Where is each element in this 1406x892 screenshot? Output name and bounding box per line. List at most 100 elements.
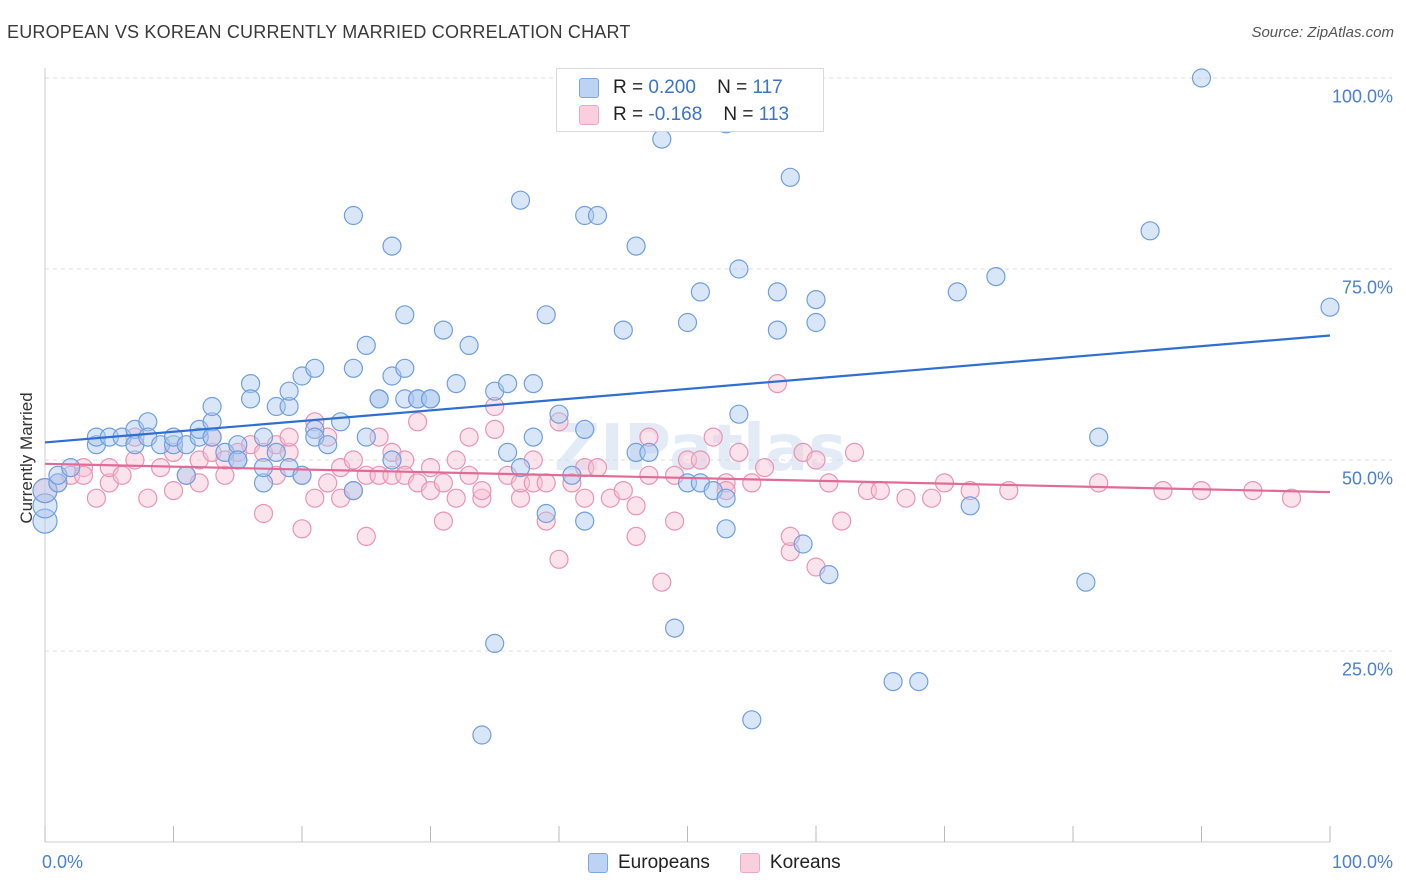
- european-point: [523, 374, 543, 394]
- european-point: [356, 427, 376, 447]
- european-point: [433, 320, 453, 340]
- korean-point: [767, 374, 788, 394]
- european-point: [716, 488, 736, 508]
- european-point: [909, 671, 929, 692]
- european-point: [510, 458, 531, 478]
- european-point: [459, 335, 479, 355]
- european-point: [292, 465, 312, 485]
- korean-point: [343, 450, 363, 470]
- legend-item-koreans: Koreans: [739, 852, 841, 874]
- european-point: [806, 312, 826, 333]
- y-tick-label: 100.0%: [1331, 86, 1393, 107]
- korean-point: [433, 473, 453, 493]
- european-point: [382, 450, 402, 470]
- korean-point: [459, 465, 479, 485]
- korean-point: [690, 450, 711, 470]
- trend-lines: [44, 334, 1331, 494]
- european-point: [729, 404, 749, 424]
- european-point: [48, 473, 68, 493]
- chart-title: EUROPEAN VS KOREAN CURRENTLY MARRIED COR…: [7, 22, 631, 42]
- korean-point: [318, 473, 338, 493]
- korean-point: [832, 511, 852, 531]
- european-point: [253, 473, 274, 493]
- european-point: [767, 320, 788, 340]
- european-point: [960, 496, 980, 516]
- european-point: [780, 167, 800, 187]
- european-point: [536, 503, 556, 524]
- korean-point: [549, 549, 569, 569]
- european-point: [279, 396, 299, 417]
- europeans-r-label: R =: [613, 77, 644, 98]
- korean-point: [819, 473, 839, 493]
- european-point: [652, 129, 672, 149]
- european-point: [241, 389, 261, 409]
- european-point: [395, 305, 415, 325]
- europeans-r-value: 0.200: [648, 77, 696, 98]
- european-point: [472, 725, 492, 745]
- grid-lines: [45, 77, 1392, 652]
- european-point: [575, 419, 595, 439]
- european-point: [382, 236, 402, 256]
- y-tick-label: 25.0%: [1341, 659, 1393, 680]
- european-point: [395, 358, 415, 378]
- korean-point: [806, 450, 826, 470]
- european-point: [626, 236, 646, 256]
- korean-point: [472, 481, 492, 501]
- korean-point: [446, 488, 466, 508]
- korean-point: [626, 526, 646, 547]
- korean-point: [485, 419, 505, 439]
- korean-point: [896, 488, 916, 508]
- european-point: [202, 396, 222, 417]
- koreans-n-label: N =: [723, 104, 754, 125]
- european-point: [510, 190, 531, 210]
- european-point: [61, 458, 81, 478]
- european-point: [369, 389, 389, 409]
- koreans-n-value: 113: [758, 104, 790, 125]
- european-point: [947, 282, 967, 302]
- european-point: [305, 358, 325, 378]
- european-point: [485, 633, 505, 654]
- european-point: [1076, 572, 1096, 592]
- european-point: [729, 259, 749, 279]
- source-credit: Source: ZipAtlas.com: [1251, 24, 1394, 41]
- koreans-r-value: -0.168: [648, 104, 703, 125]
- korean-point: [1089, 473, 1109, 493]
- axes: [44, 68, 1331, 843]
- european-point: [549, 404, 569, 424]
- korean-point: [549, 412, 569, 432]
- european-points: [32, 68, 1340, 745]
- korean-point: [844, 442, 865, 462]
- korean-point: [163, 481, 184, 501]
- european-point: [253, 427, 274, 447]
- koreans-legend-swatch: [739, 853, 760, 873]
- europeans-legend-label: Europeans: [618, 852, 710, 873]
- korean-point: [420, 458, 441, 478]
- korean-point: [1191, 481, 1212, 501]
- korean-point: [536, 473, 556, 493]
- series-legend: Europeans Koreans: [588, 852, 871, 874]
- europeans-swatch: [579, 78, 599, 98]
- legend-row-europeans: R = 0.200 N = 117: [579, 76, 783, 100]
- european-point: [343, 481, 363, 501]
- european-point: [32, 508, 58, 534]
- european-point: [587, 205, 608, 226]
- european-point: [1089, 427, 1109, 447]
- european-point: [819, 564, 839, 585]
- korean-point: [279, 427, 299, 447]
- europeans-trend-line: [44, 334, 1331, 444]
- y-tick-label: 50.0%: [1341, 468, 1393, 489]
- korean-point: [86, 488, 107, 508]
- korean-point: [1281, 488, 1302, 508]
- european-point: [446, 374, 466, 394]
- european-point: [575, 511, 595, 531]
- european-point: [331, 412, 351, 432]
- european-point: [690, 282, 711, 302]
- korean-point: [652, 572, 672, 592]
- european-point: [639, 442, 659, 462]
- correlation-legend: R = 0.200 N = 117 R = -0.168 N = 113: [556, 68, 824, 132]
- european-point: [498, 442, 518, 462]
- korean-point: [729, 442, 749, 462]
- korean-point: [472, 488, 492, 508]
- korean-point: [960, 481, 980, 501]
